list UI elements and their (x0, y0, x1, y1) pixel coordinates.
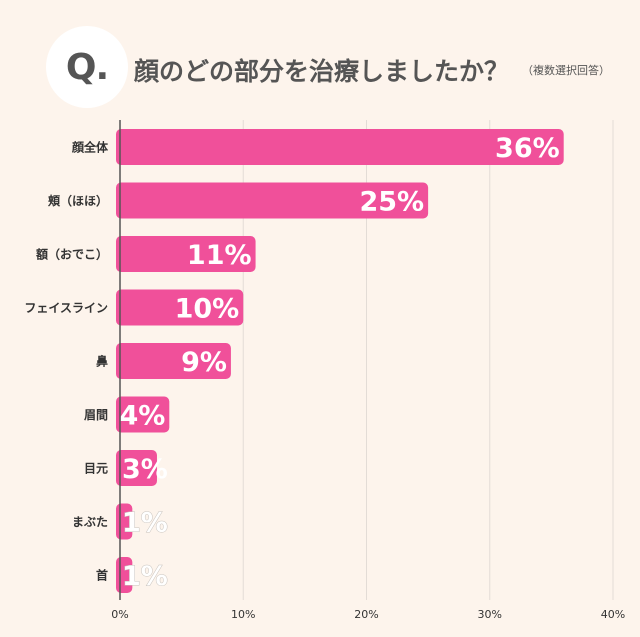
category-label: まぶた (72, 515, 108, 529)
bar (116, 396, 170, 433)
value-label: 9% (181, 347, 227, 378)
value-label: 11% (187, 240, 252, 271)
x-tick-label: 40% (601, 608, 625, 621)
value-label: 10% (175, 294, 240, 325)
bar (116, 182, 429, 219)
category-label: 目元 (84, 462, 108, 476)
chart-subtitle: （複数選択回答） (522, 64, 610, 77)
value-label: 36% (495, 133, 560, 164)
bar (116, 343, 231, 379)
category-label: 眉間 (84, 408, 108, 422)
chart-title: 顔のどの部分を治療しましたか？ (134, 57, 510, 86)
question-mark-label: Q. (65, 46, 109, 88)
bar (116, 289, 244, 326)
value-label: 1% (122, 561, 168, 592)
category-label: 頬（ほほ） (48, 193, 108, 208)
category-label: 顔全体 (71, 140, 109, 155)
x-tick-label: 30% (478, 608, 502, 621)
bar (116, 129, 564, 165)
category-label: フェイスライン (24, 301, 108, 315)
category-label: 鼻 (96, 354, 108, 369)
question-badge: Q. (46, 26, 128, 108)
value-label: 4% (119, 401, 165, 432)
value-label: 25% (359, 187, 424, 218)
bar (116, 450, 157, 486)
bar (116, 236, 256, 272)
category-label: 首 (96, 568, 108, 583)
x-tick-label: 10% (231, 608, 255, 621)
category-label: 額（おでこ） (35, 247, 108, 262)
x-tick-label: 20% (354, 608, 378, 621)
x-tick-label: 0% (111, 608, 128, 621)
value-label: 1% (122, 508, 168, 539)
value-label: 3% (122, 454, 168, 485)
